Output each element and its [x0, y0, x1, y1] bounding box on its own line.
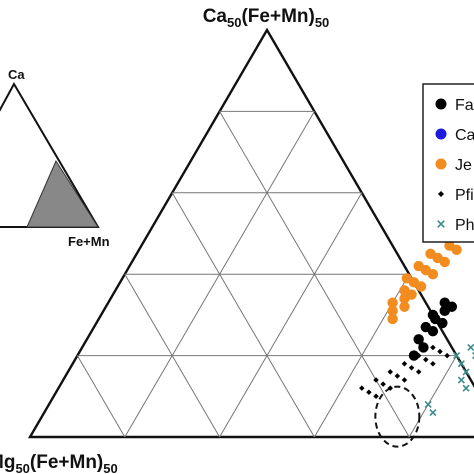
grid-line	[408, 355, 458, 438]
data-point-ph	[462, 384, 470, 392]
legend: Fa Ca Je Pfi Ph	[422, 83, 474, 243]
data-point-fa	[413, 334, 424, 345]
data-point-ph	[457, 360, 465, 368]
inset-diagram: Ca Fe+Mn	[0, 67, 110, 249]
data-point-pfi	[373, 393, 379, 400]
legend-marker-ca	[435, 128, 447, 140]
data-point-pfi	[366, 389, 372, 395]
data-point-fa	[418, 342, 429, 353]
legend-label-fa: Fa	[455, 97, 474, 114]
legend-label-ca: Ca	[455, 127, 474, 144]
dashed-ellipse-annotation	[374, 385, 421, 448]
inset-triangle	[0, 81, 100, 228]
data-point-pfi	[380, 381, 386, 387]
inset-apex-top-label: Ca	[8, 67, 25, 82]
ternary-grid	[76, 110, 458, 438]
data-point-ph	[429, 409, 437, 417]
data-point-pfi	[430, 344, 436, 351]
data-point-pfi	[359, 385, 365, 391]
data-point-pfi	[401, 377, 408, 383]
grid-line	[219, 111, 410, 438]
legend-label-pfi: Pfi	[455, 187, 474, 204]
data-point-ph	[457, 376, 465, 384]
data-point-fa	[420, 321, 431, 333]
data-point-je	[399, 285, 410, 296]
data-point-pfi	[387, 385, 393, 391]
main-triangle	[27, 27, 474, 439]
apex-top-label: Ca50(Fe+Mn)50	[203, 6, 330, 30]
data-point-pfi	[415, 352, 422, 359]
data-point-je	[399, 301, 410, 312]
data-point-pfi	[437, 348, 443, 355]
data-point-pfi	[415, 369, 422, 375]
ternary-frame	[27, 27, 474, 439]
grid-line	[76, 355, 126, 438]
legend-label-ph: Ph	[455, 217, 474, 234]
data-point-ph	[453, 352, 461, 360]
data-point-je	[387, 305, 398, 317]
data-point-ph	[462, 368, 470, 376]
data-point-je	[444, 240, 455, 251]
data-point-pfi	[387, 369, 393, 375]
legend-marker-ph	[437, 220, 445, 228]
legend-marker-pfi	[437, 190, 445, 198]
data-point-fa	[408, 350, 420, 361]
grid-line	[171, 192, 315, 438]
inset-apex-right-label: Fe+Mn	[68, 234, 110, 249]
data-point-ph	[467, 343, 474, 352]
data-point-fa	[437, 317, 448, 329]
data-point-ph	[424, 400, 432, 409]
apex-bottom-left-label: Mg50(Fe+Mn)50	[0, 452, 118, 474]
data-point-pfi	[408, 365, 415, 371]
grid-line	[124, 273, 221, 438]
data-point-pfi	[401, 360, 408, 367]
data-point-je	[413, 260, 424, 272]
data-point-pfi	[444, 352, 450, 359]
legend-box	[422, 83, 474, 243]
data-point-je	[387, 297, 398, 308]
data-point-pfi	[430, 360, 436, 367]
grid-line	[219, 192, 363, 438]
data-point-fa	[427, 309, 439, 321]
data-point-fa	[446, 301, 458, 312]
data-point-je	[425, 248, 436, 260]
legend-marker-je	[435, 158, 447, 170]
data-point-pfi	[423, 356, 429, 363]
data-point-je	[401, 273, 413, 284]
legend-label-je: Je	[455, 157, 472, 174]
data-point-je	[387, 313, 398, 325]
data-point-pfi	[373, 377, 379, 383]
inset-highlight-region	[26, 159, 99, 228]
legend-marker-fa	[435, 98, 447, 110]
data-point-pfi	[394, 373, 401, 379]
